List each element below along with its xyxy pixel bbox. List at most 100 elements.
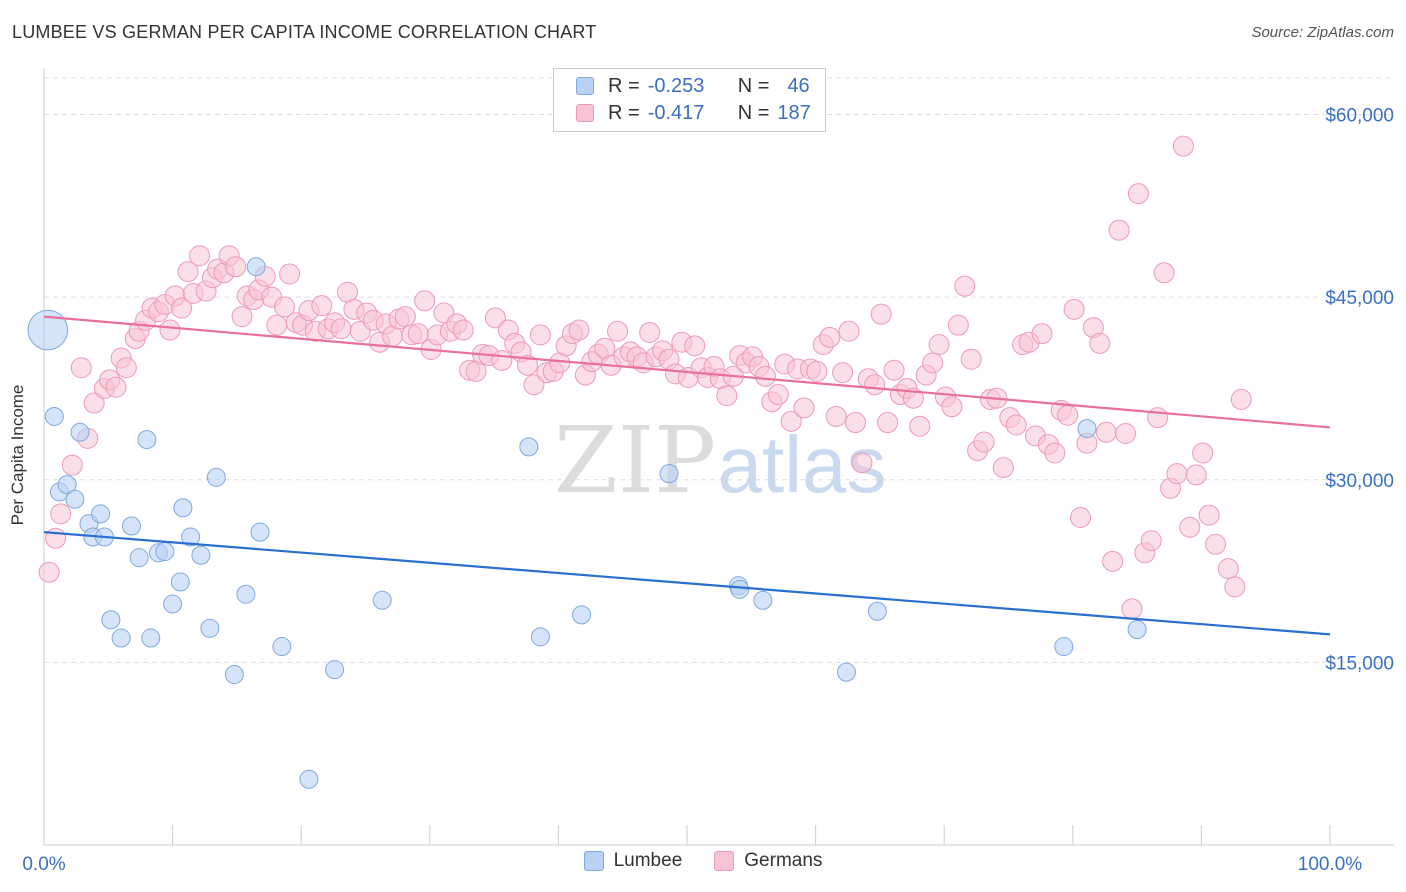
german-point [832, 362, 854, 384]
r-value: -0.417 [647, 101, 705, 124]
german-point [684, 335, 706, 357]
german-point [870, 303, 892, 325]
german-point [639, 321, 661, 343]
german-point [883, 359, 905, 381]
german-point [1217, 558, 1239, 580]
german-point [279, 263, 301, 285]
german-point [928, 334, 950, 356]
german-point [1166, 463, 1188, 485]
german-point [1230, 388, 1252, 410]
german-point [491, 349, 513, 371]
german-point [1172, 135, 1194, 157]
lumbee-point [181, 527, 201, 547]
lumbee-point [246, 257, 266, 277]
trend-lines [43, 315, 1331, 636]
german-point [922, 352, 944, 374]
german-point [273, 296, 295, 318]
german-point [767, 384, 789, 406]
german-point [806, 360, 828, 382]
legend-row-lumbee: R = -0.253 N = 46 [576, 73, 810, 99]
german-point [825, 405, 847, 427]
german-point [266, 314, 288, 336]
german-point [171, 297, 193, 319]
german-point [1095, 421, 1117, 443]
legend-label-lumbee: Lumbee [613, 850, 683, 871]
lumbee-swatch [583, 851, 604, 871]
legend-item-germans: Germans [714, 850, 822, 872]
german-point [330, 318, 352, 340]
lumbee-point [70, 422, 90, 442]
german-point [407, 323, 429, 345]
lumbee-point [137, 430, 157, 450]
german-point [105, 376, 127, 398]
y-tick-label: $45,000 [1325, 288, 1394, 309]
german-point [1089, 332, 1111, 354]
german-point [992, 457, 1014, 479]
german-point [1224, 576, 1246, 598]
watermark-zip: ZIP [554, 407, 716, 514]
german-point [529, 324, 551, 346]
german-point [941, 396, 963, 418]
lumbee-point [836, 662, 856, 682]
n-label: N = [737, 101, 770, 124]
german-point [954, 275, 976, 297]
german-point [1179, 516, 1201, 538]
germans-swatch [714, 851, 735, 871]
y-tick-label: $60,000 [1325, 106, 1394, 127]
lumbee-swatch [576, 77, 594, 95]
lumbee-point [250, 522, 270, 542]
german-point [484, 307, 506, 329]
n-label: N = [737, 74, 770, 97]
german-point [568, 319, 590, 341]
lumbee-point [1127, 620, 1147, 640]
german-points [38, 135, 1252, 620]
german-point [159, 319, 181, 341]
german-point [231, 306, 253, 328]
german-point [1102, 550, 1124, 572]
lumbee-trend-line [43, 531, 1331, 636]
german-point [1121, 598, 1143, 620]
german-point [1127, 183, 1149, 205]
german-point [754, 365, 776, 387]
german-point [61, 454, 83, 476]
german-point [844, 412, 866, 434]
tick-labels: $15,000 $30,000 $45,000 $60,000 0.0% 100.0% [22, 106, 1394, 875]
lumbee-point [867, 601, 887, 621]
r-value: -0.253 [647, 74, 705, 97]
german-point [1147, 407, 1169, 429]
german-point [1192, 442, 1214, 464]
lumbee-point [272, 637, 292, 657]
y-tick-label: $15,000 [1325, 653, 1394, 674]
german-point [1140, 530, 1162, 552]
german-point [177, 261, 199, 283]
lumbee-point [1054, 637, 1074, 657]
n-value: 187 [777, 101, 811, 124]
german-point [1044, 442, 1066, 464]
lumbee-point [530, 627, 550, 647]
german-point [780, 410, 802, 432]
legend-row-germans: R = -0.417 N = 187 [576, 100, 811, 126]
german-point [517, 354, 539, 376]
german-point [1185, 464, 1207, 486]
series-legend: Lumbee Germans [0, 850, 1406, 872]
german-point [414, 290, 436, 312]
lumbee-point [121, 516, 141, 536]
n-value: 46 [787, 74, 810, 97]
german-point [1153, 262, 1175, 284]
lumbee-point [141, 628, 161, 648]
german-point [960, 348, 982, 370]
german-point [1005, 414, 1027, 436]
german-point [973, 431, 995, 453]
lumbee-point [572, 605, 592, 625]
lumbee-point [325, 660, 345, 680]
german-point [607, 320, 629, 342]
german-point [70, 357, 92, 379]
lumbee-point [372, 590, 392, 610]
lumbee-point [224, 665, 244, 685]
german-point [1063, 298, 1085, 320]
r-label: R = [608, 74, 640, 97]
german-point [1108, 219, 1130, 241]
chart-source: Source: ZipAtlas.com [1251, 24, 1394, 41]
german-point [45, 527, 67, 549]
